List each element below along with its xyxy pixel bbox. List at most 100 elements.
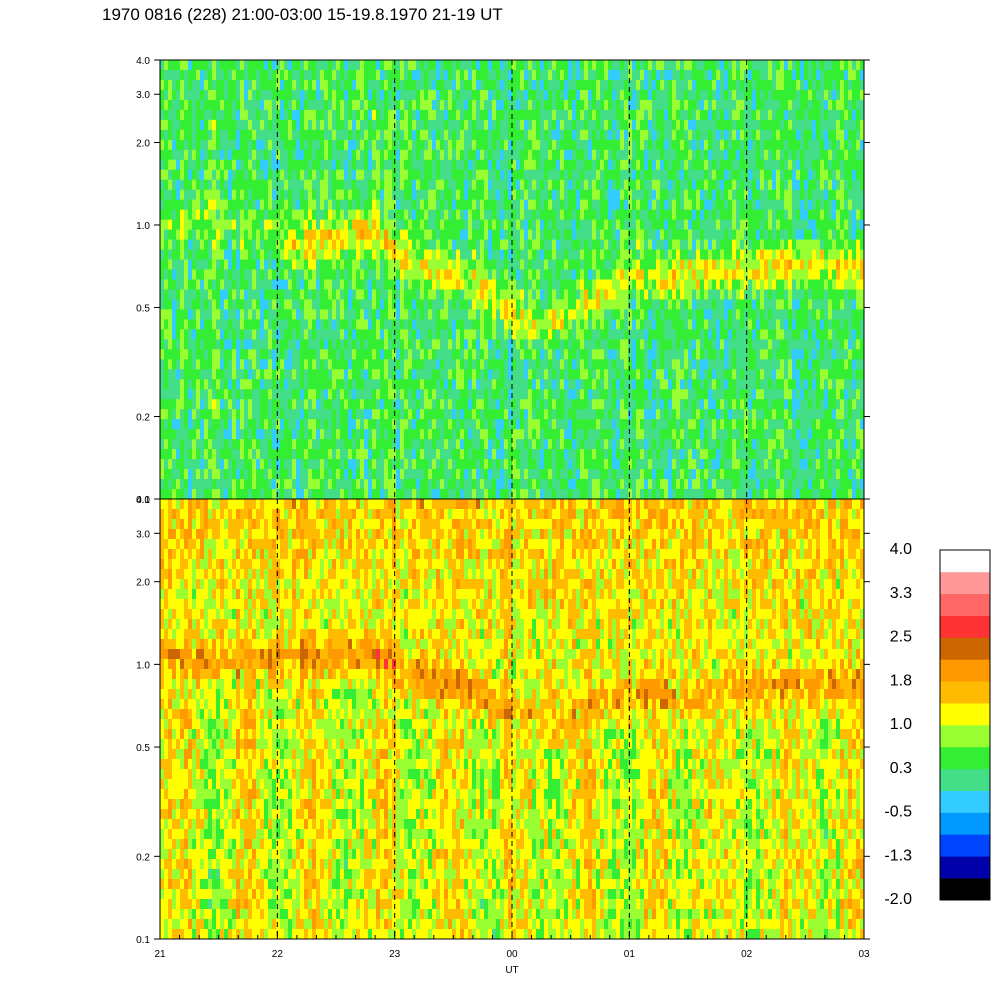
heatmap-cell [452,150,456,160]
heatmap-cell [332,250,336,260]
heatmap-cell [236,289,240,299]
heatmap-cell [188,200,192,210]
heatmap-cell [356,299,360,309]
heatmap-cell [344,419,348,429]
heatmap-cell [336,110,340,120]
heatmap-cell [560,439,564,449]
heatmap-cell [592,289,596,299]
heatmap-cell [184,489,188,499]
heatmap-cell [420,449,424,459]
heatmap-cell [388,349,392,359]
heatmap-cell [432,469,436,479]
heatmap-cell [480,479,484,489]
heatmap-cell [484,210,488,220]
heatmap-cell [544,429,548,439]
heatmap-cell [348,180,352,190]
heatmap-cell [180,270,184,280]
heatmap-cell [240,130,244,140]
heatmap-cell [164,140,168,150]
heatmap-cell [256,230,260,240]
heatmap-cell [556,210,560,220]
heatmap-cell [600,260,604,270]
heatmap-cell [436,200,440,210]
heatmap-cell [352,359,356,369]
heatmap-cell [248,170,252,180]
heatmap-cell [544,399,548,409]
heatmap-cell [596,110,600,120]
heatmap-cell [212,60,216,70]
heatmap-cell [300,389,304,399]
heatmap-cell [288,289,292,299]
heatmap-cell [492,289,496,299]
heatmap-cell [360,399,364,409]
heatmap-cell [304,80,308,90]
heatmap-cell [160,479,164,489]
heatmap-cell [544,280,548,290]
heatmap-cell [260,60,264,70]
heatmap-cell [524,80,528,90]
heatmap-cell [320,469,324,479]
heatmap-cell [256,349,260,359]
heatmap-cell [364,240,368,250]
heatmap-cell [400,260,404,270]
heatmap-cell [160,439,164,449]
heatmap-cell [240,150,244,160]
heatmap-cell [568,489,572,499]
heatmap-cell [476,80,480,90]
heatmap-cell [516,369,520,379]
heatmap-cell [588,349,592,359]
heatmap-cell [540,140,544,150]
heatmap-cell [284,140,288,150]
heatmap-cell [304,469,308,479]
heatmap-cell [396,180,400,190]
heatmap-cell [336,270,340,280]
heatmap-cell [532,150,536,160]
heatmap-cell [556,389,560,399]
heatmap-cell [512,160,516,170]
heatmap-cell [320,210,324,220]
heatmap-cell [580,339,584,349]
heatmap-cell [196,100,200,110]
heatmap-cell [496,130,500,140]
heatmap-cell [424,339,428,349]
heatmap-cell [360,319,364,329]
heatmap-cell [516,489,520,499]
heatmap-cell [580,319,584,329]
heatmap-cell [252,100,256,110]
heatmap-cell [432,429,436,439]
heatmap-cell [312,150,316,160]
heatmap-cell [272,399,276,409]
heatmap-cell [472,150,476,160]
heatmap-cell [560,100,564,110]
heatmap-cell [552,459,556,469]
heatmap-cell [272,489,276,499]
heatmap-cell [316,220,320,230]
heatmap-cell [408,110,412,120]
heatmap-cell [580,439,584,449]
heatmap-cell [204,459,208,469]
heatmap-cell [416,220,420,230]
heatmap-cell [176,280,180,290]
heatmap-cell [164,469,168,479]
heatmap-cell [408,479,412,489]
heatmap-cell [600,409,604,419]
heatmap-cell [380,389,384,399]
heatmap-cell [404,160,408,170]
heatmap-cell [472,289,476,299]
heatmap-cell [164,419,168,429]
heatmap-cell [212,359,216,369]
heatmap-cell [208,150,212,160]
heatmap-cell [300,60,304,70]
heatmap-cell [312,100,316,110]
heatmap-cell [604,439,608,449]
heatmap-cell [180,319,184,329]
heatmap-cell [572,260,576,270]
heatmap-cell [344,359,348,369]
heatmap-cell [544,160,548,170]
heatmap-cell [340,379,344,389]
heatmap-cell [368,140,372,150]
heatmap-cell [428,280,432,290]
heatmap-cell [472,389,476,399]
heatmap-cell [324,90,328,100]
heatmap-cell [196,130,200,140]
